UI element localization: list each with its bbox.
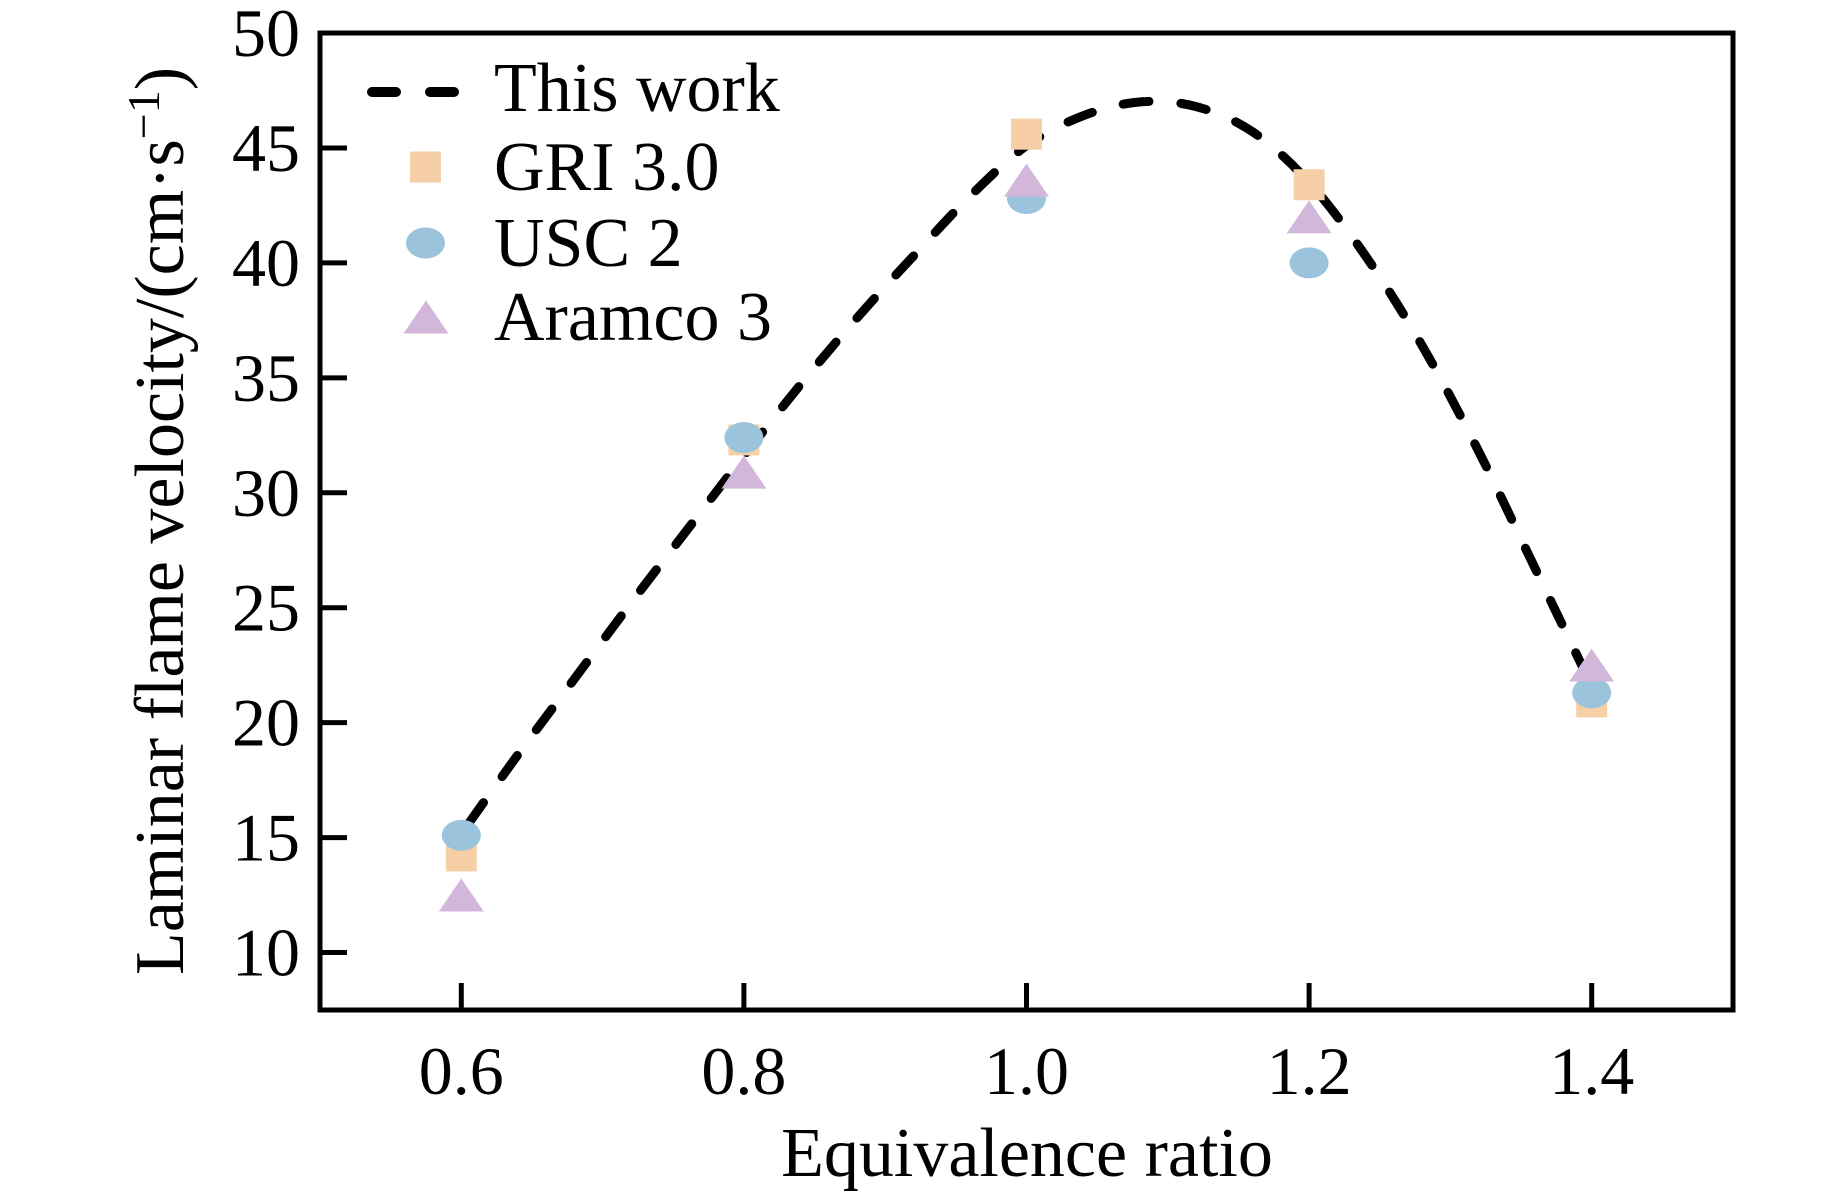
- x-tick-label: 0.6: [419, 1033, 504, 1109]
- legend-label-this-work: This work: [494, 50, 780, 127]
- x-axis-label: Equivalence ratio: [781, 1115, 1273, 1192]
- legend-item-gri-3-0: GRI 3.0: [410, 129, 720, 206]
- y-tick-label: 40: [232, 225, 300, 301]
- marker-usc-2: [1289, 247, 1329, 279]
- y-tick-label: 25: [232, 570, 300, 646]
- marker-usc-2: [1572, 677, 1612, 709]
- plot-frame: [317, 30, 1736, 1013]
- y-tick-label: 35: [232, 340, 300, 416]
- marker-aramco-3: [1004, 163, 1049, 197]
- legend-item-usc-2: USC 2: [406, 205, 683, 282]
- scatter-series: [438, 118, 1615, 912]
- legend-label-gri-3-0: GRI 3.0: [494, 129, 720, 206]
- x-tick-label: 1.2: [1267, 1033, 1352, 1109]
- marker-gri-3-0: [1011, 118, 1042, 150]
- legend: This work GRI 3.0 USC 2 Aramco 3: [367, 50, 780, 356]
- series-usc-2: [441, 183, 1612, 851]
- y-axis-label: Laminar flame velocity/(cm·s−1): [118, 67, 199, 975]
- marker-usc-2: [724, 422, 764, 454]
- x-tick-label: 1.0: [984, 1033, 1069, 1109]
- axis-tick-labels: 10 15 20 25 30 35 40 45 50 0.6 0.8 1.0 1.2 1.4: [232, 0, 1634, 1109]
- marker-aramco-3: [1286, 200, 1332, 234]
- legend-item-this-work: This work: [367, 50, 780, 127]
- y-axis-label-close-paren: ): [122, 67, 199, 90]
- y-tick-label: 30: [232, 455, 300, 531]
- marker-aramco-3: [1569, 648, 1615, 682]
- marker-aramco-3: [438, 878, 484, 912]
- y-tick-label: 20: [232, 685, 300, 761]
- marker-gri-3-0: [1293, 169, 1325, 201]
- y-tick-label: 45: [232, 110, 300, 186]
- axis-ticks: [320, 30, 1595, 1010]
- y-axis-label-superscript: −1: [118, 90, 169, 139]
- legend-item-aramco-3: Aramco 3: [403, 279, 772, 356]
- circle-marker-icon: [406, 227, 445, 259]
- y-tick-label: 50: [232, 0, 300, 71]
- y-tick-label: 15: [232, 800, 300, 876]
- x-tick-label: 0.8: [701, 1033, 786, 1109]
- marker-aramco-3: [721, 455, 767, 489]
- marker-usc-2: [441, 819, 481, 851]
- y-axis-label-main: Laminar flame velocity/(cm·s: [122, 139, 199, 975]
- series-aramco-3: [438, 163, 1615, 912]
- x-tick-label: 1.4: [1549, 1033, 1634, 1109]
- y-tick-label: 10: [232, 915, 300, 991]
- square-marker-icon: [410, 151, 441, 183]
- legend-label-usc-2: USC 2: [494, 205, 683, 282]
- legend-label-aramco-3: Aramco 3: [494, 279, 772, 356]
- triangle-marker-icon: [403, 300, 449, 334]
